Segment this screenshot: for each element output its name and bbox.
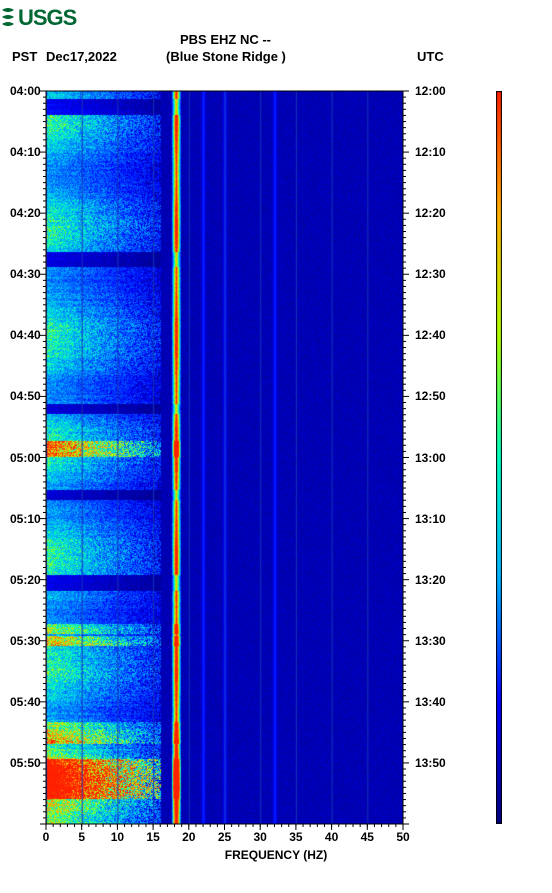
y-left-tick: 04:50 — [10, 389, 44, 403]
y-right-tick: 13:40 — [415, 695, 446, 709]
chart-date: Dec17,2022 — [46, 49, 117, 64]
x-axis-label: FREQUENCY (HZ) — [0, 848, 552, 862]
tz-left-label: PST — [12, 49, 37, 64]
usgs-logo-svg: USGS — [0, 4, 92, 30]
y-right-tick: 12:10 — [415, 145, 446, 159]
y-right-tick: 12:20 — [415, 206, 446, 220]
y-right-tick: 13:20 — [415, 573, 446, 587]
y-right-tick: 13:10 — [415, 512, 446, 526]
chart-title: PBS EHZ NC -- — [180, 32, 271, 47]
y-left-tick: 04:10 — [10, 145, 44, 159]
x-tick: 5 — [78, 830, 85, 844]
chart-axes — [45, 90, 465, 860]
colorbar — [496, 91, 502, 824]
x-tick: 10 — [111, 830, 124, 844]
y-left-tick: 04:20 — [10, 206, 44, 220]
x-tick: 40 — [325, 830, 338, 844]
svg-text:USGS: USGS — [18, 5, 77, 30]
usgs-logo: USGS — [0, 4, 92, 30]
x-tick: 0 — [43, 830, 50, 844]
spectrogram-plot — [46, 91, 403, 824]
y-right-tick: 12:00 — [415, 84, 446, 98]
y-left-tick: 05:10 — [10, 512, 44, 526]
y-right-tick: 13:00 — [415, 451, 446, 465]
y-right-tick: 12:40 — [415, 328, 446, 342]
y-left-tick: 05:00 — [10, 451, 44, 465]
y-left-tick: 05:30 — [10, 634, 44, 648]
x-tick: 30 — [254, 830, 267, 844]
y-left-tick: 04:00 — [10, 84, 44, 98]
y-left-tick: 05:40 — [10, 695, 44, 709]
x-tick: 45 — [361, 830, 374, 844]
x-tick: 25 — [218, 830, 231, 844]
x-tick: 15 — [146, 830, 159, 844]
tz-right-label: UTC — [417, 49, 444, 64]
y-right-tick: 12:50 — [415, 389, 446, 403]
y-right-tick: 13:30 — [415, 634, 446, 648]
x-tick: 35 — [289, 830, 302, 844]
x-tick: 20 — [182, 830, 195, 844]
y-left-tick: 05:20 — [10, 573, 44, 587]
y-right-tick: 13:50 — [415, 756, 446, 770]
y-left-tick: 04:40 — [10, 328, 44, 342]
x-tick: 50 — [396, 830, 409, 844]
station-name: (Blue Stone Ridge ) — [166, 49, 286, 64]
y-left-tick: 05:50 — [10, 756, 44, 770]
y-right-tick: 12:30 — [415, 267, 446, 281]
y-left-tick: 04:30 — [10, 267, 44, 281]
